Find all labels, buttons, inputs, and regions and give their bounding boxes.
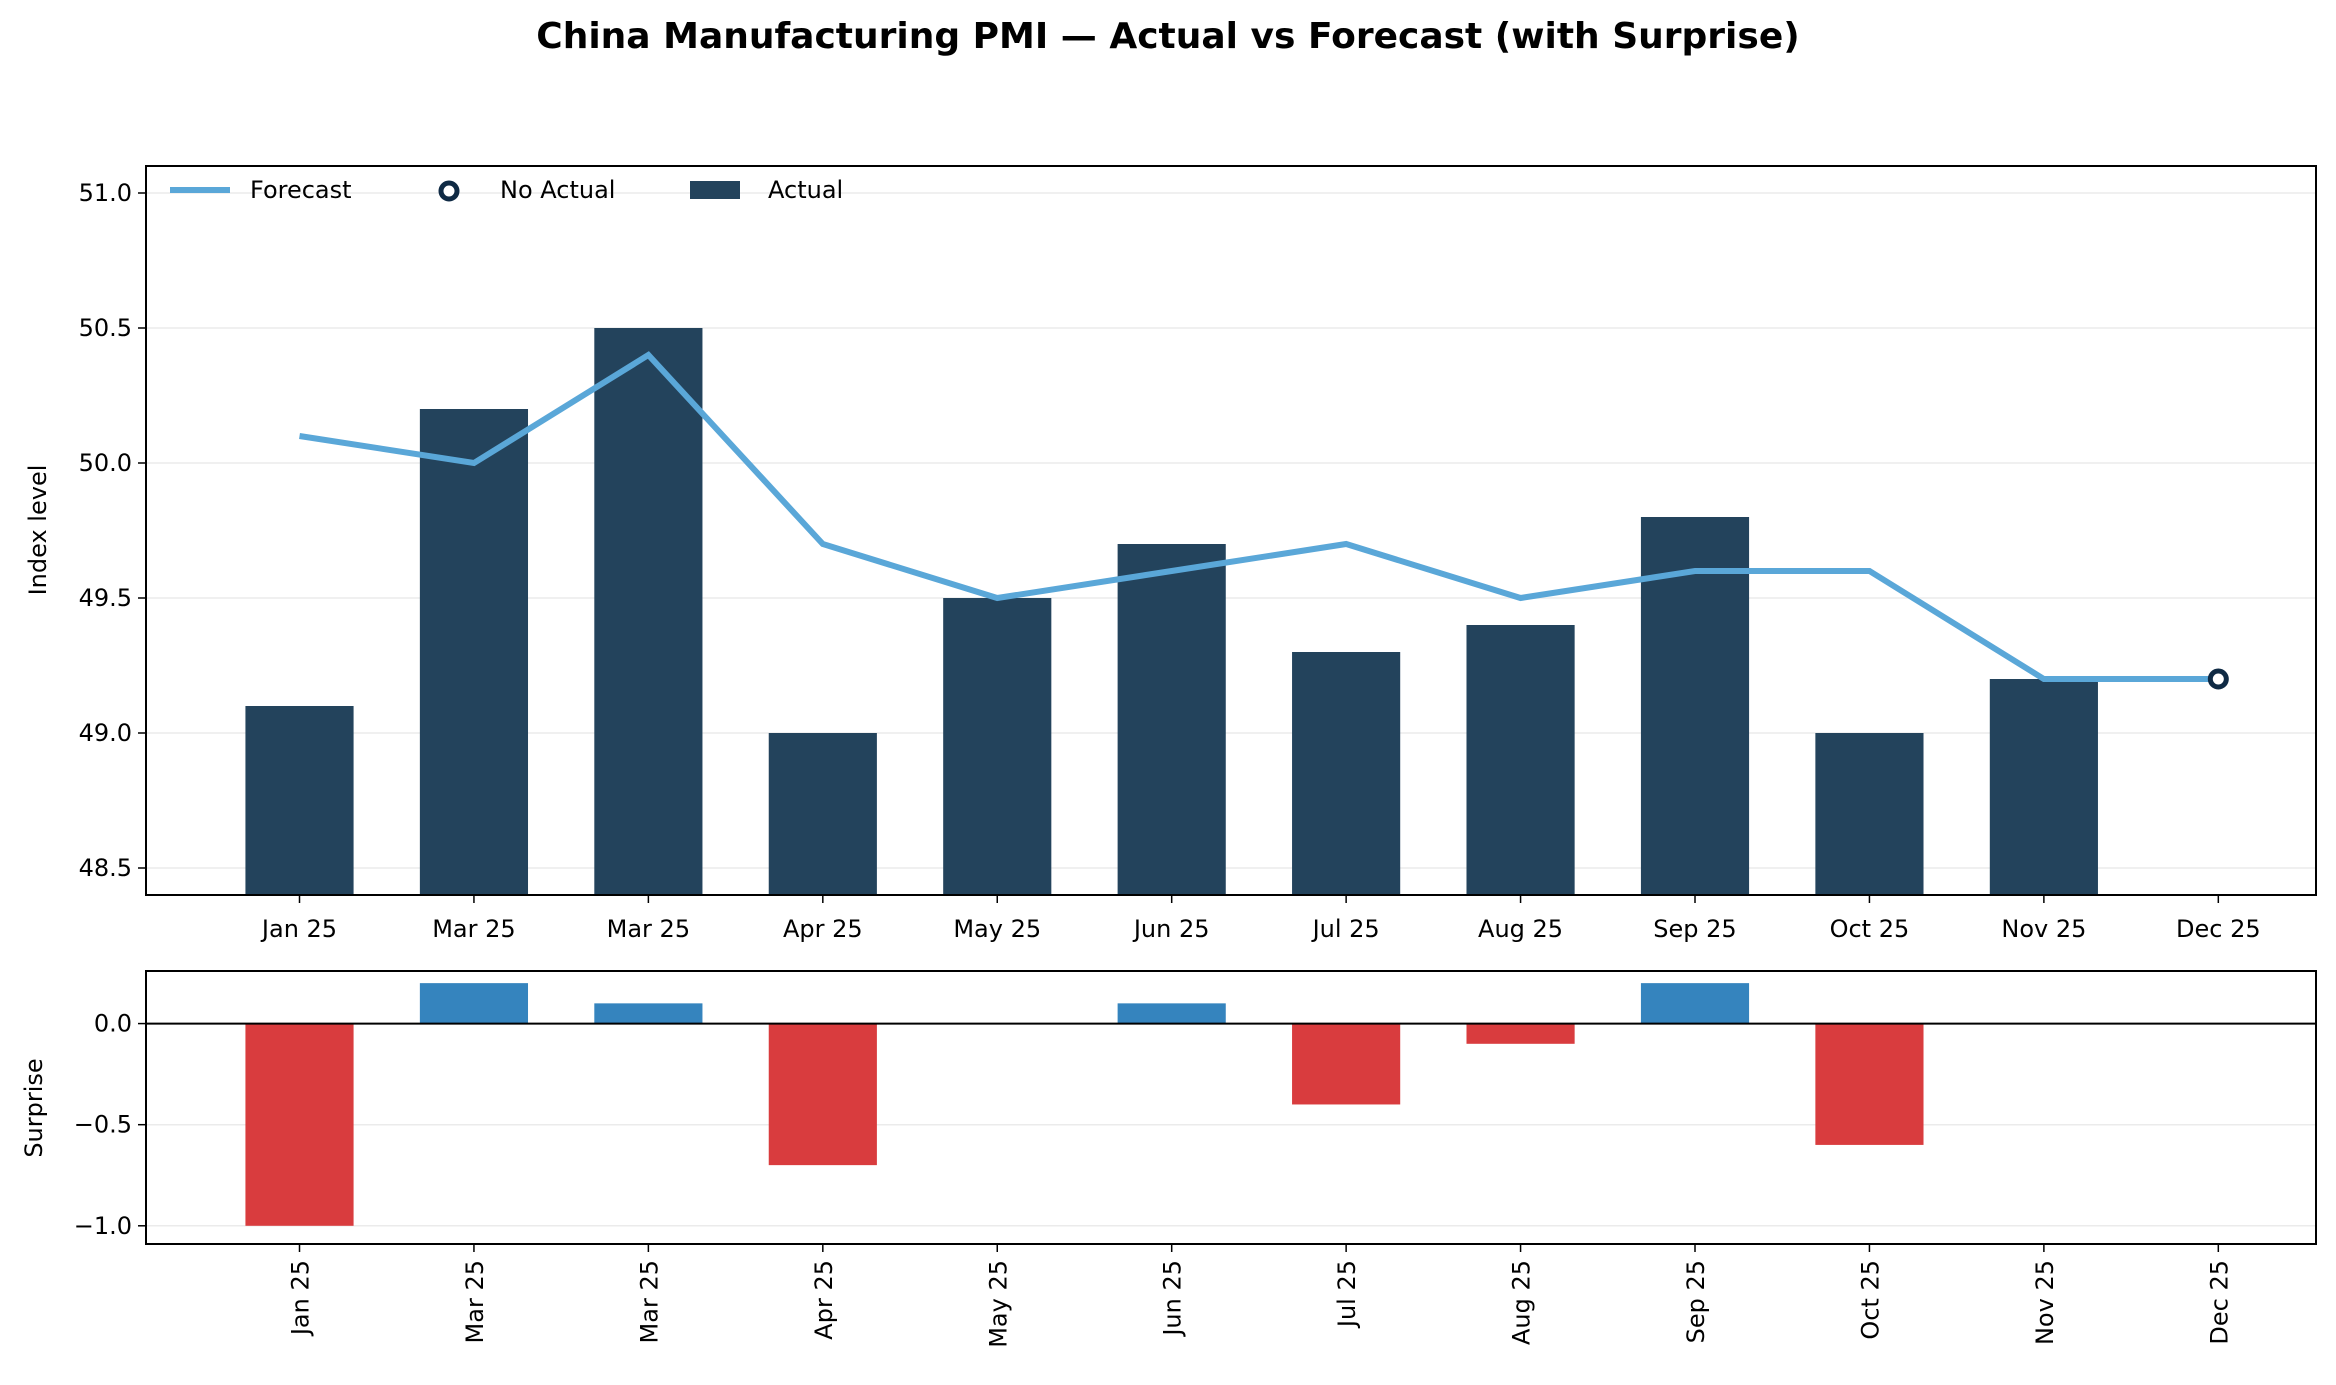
x-tick-label: Apr 25 bbox=[810, 1260, 838, 1340]
actual-bar bbox=[1989, 679, 2098, 895]
actual-bar bbox=[1466, 625, 1575, 895]
legend-actual-swatch bbox=[690, 181, 740, 199]
y-tick-label: 49.0 bbox=[79, 719, 132, 747]
x-tick-label: Dec 25 bbox=[2205, 1260, 2233, 1345]
y-axis-label-surprise: Surprise bbox=[20, 1058, 48, 1157]
x-tick-label: Oct 25 bbox=[1856, 1260, 1884, 1340]
x-tick-label: Nov 25 bbox=[2001, 915, 2086, 943]
surprise-bar bbox=[1292, 1023, 1401, 1105]
x-tick-label: Sep 25 bbox=[1653, 915, 1736, 943]
main-axes: 48.5 49.0 49.5 50.0 50.5 51.0 Jan 25 Mar 25 Mar … bbox=[79, 165, 2317, 943]
legend-actual-label: Actual bbox=[768, 176, 843, 204]
x-tick-label: Jul 25 bbox=[1311, 915, 1380, 943]
actual-bar bbox=[1117, 544, 1226, 895]
actual-bar bbox=[1640, 517, 1750, 895]
x-tick-label: Aug 25 bbox=[1508, 1260, 1536, 1345]
actual-bar bbox=[943, 598, 1052, 895]
y-axis-label-main: Index level bbox=[24, 465, 52, 596]
actual-bar bbox=[1292, 652, 1401, 895]
y-tick-label: −1.0 bbox=[74, 1212, 132, 1240]
axes-frame bbox=[145, 970, 2317, 1245]
forecast-line bbox=[299, 351, 2219, 682]
surprise-bar bbox=[245, 1023, 354, 1226]
no-actual-marker bbox=[2207, 668, 2229, 690]
surprise-bar bbox=[419, 983, 529, 1024]
x-tick-label: Sep 25 bbox=[1682, 1260, 1710, 1343]
x-tick-label: Jun 25 bbox=[1159, 1260, 1187, 1338]
surprise-bar bbox=[768, 1023, 877, 1166]
x-tick-label: Nov 25 bbox=[2031, 1260, 2059, 1345]
y-tick-label: 50.0 bbox=[79, 449, 132, 477]
surprise-axes: −1.0 −0.5 0.0 Jan 25 Mar 25 Mar 25 Apr 25 May 2… bbox=[74, 970, 2317, 1348]
x-tick-label: Mar 25 bbox=[432, 915, 515, 943]
x-tick-label: Oct 25 bbox=[1830, 915, 1910, 943]
x-tick-label: Aug 25 bbox=[1478, 915, 1563, 943]
surprise-bar bbox=[1466, 1023, 1575, 1044]
y-tick-label: 0.0 bbox=[94, 1010, 132, 1038]
x-tick-label: May 25 bbox=[984, 1260, 1012, 1348]
surprise-bar bbox=[594, 1003, 703, 1024]
x-tick-label: Dec 25 bbox=[2176, 915, 2261, 943]
actual-bar bbox=[1815, 733, 1924, 895]
actual-bar bbox=[419, 409, 529, 895]
legend: Forecast No Actual Actual bbox=[170, 176, 843, 204]
y-tick-label: 49.5 bbox=[79, 584, 132, 612]
x-tick-label: Mar 25 bbox=[607, 915, 690, 943]
actual-bar bbox=[245, 706, 354, 895]
surprise-bar bbox=[1640, 983, 1750, 1024]
legend-no-actual-label: No Actual bbox=[500, 176, 615, 204]
x-tick-label: Jan 25 bbox=[260, 915, 337, 943]
x-tick-label: Jan 25 bbox=[287, 1260, 315, 1337]
y-tick-label: 48.5 bbox=[79, 854, 132, 882]
legend-forecast-label: Forecast bbox=[250, 176, 352, 204]
x-tick-label: Mar 25 bbox=[635, 1260, 663, 1343]
x-tick-label: Jul 25 bbox=[1333, 1260, 1361, 1329]
y-tick-label: −0.5 bbox=[74, 1111, 132, 1139]
y-tick-label: 50.5 bbox=[79, 314, 132, 342]
axes-frame bbox=[145, 165, 2317, 896]
chart-title: China Manufacturing PMI — Actual vs Fore… bbox=[536, 16, 1799, 57]
x-tick-label: Jun 25 bbox=[1132, 915, 1210, 943]
x-tick-label: May 25 bbox=[953, 915, 1041, 943]
surprise-bar bbox=[1117, 1003, 1226, 1024]
actual-bar bbox=[768, 733, 877, 895]
x-tick-label: Mar 25 bbox=[461, 1260, 489, 1343]
y-tick-label: 51.0 bbox=[79, 179, 132, 207]
actual-bar bbox=[594, 328, 703, 895]
x-tick-label: Apr 25 bbox=[783, 915, 863, 943]
surprise-bar bbox=[1815, 1023, 1924, 1145]
legend-no-actual-marker bbox=[438, 180, 460, 202]
